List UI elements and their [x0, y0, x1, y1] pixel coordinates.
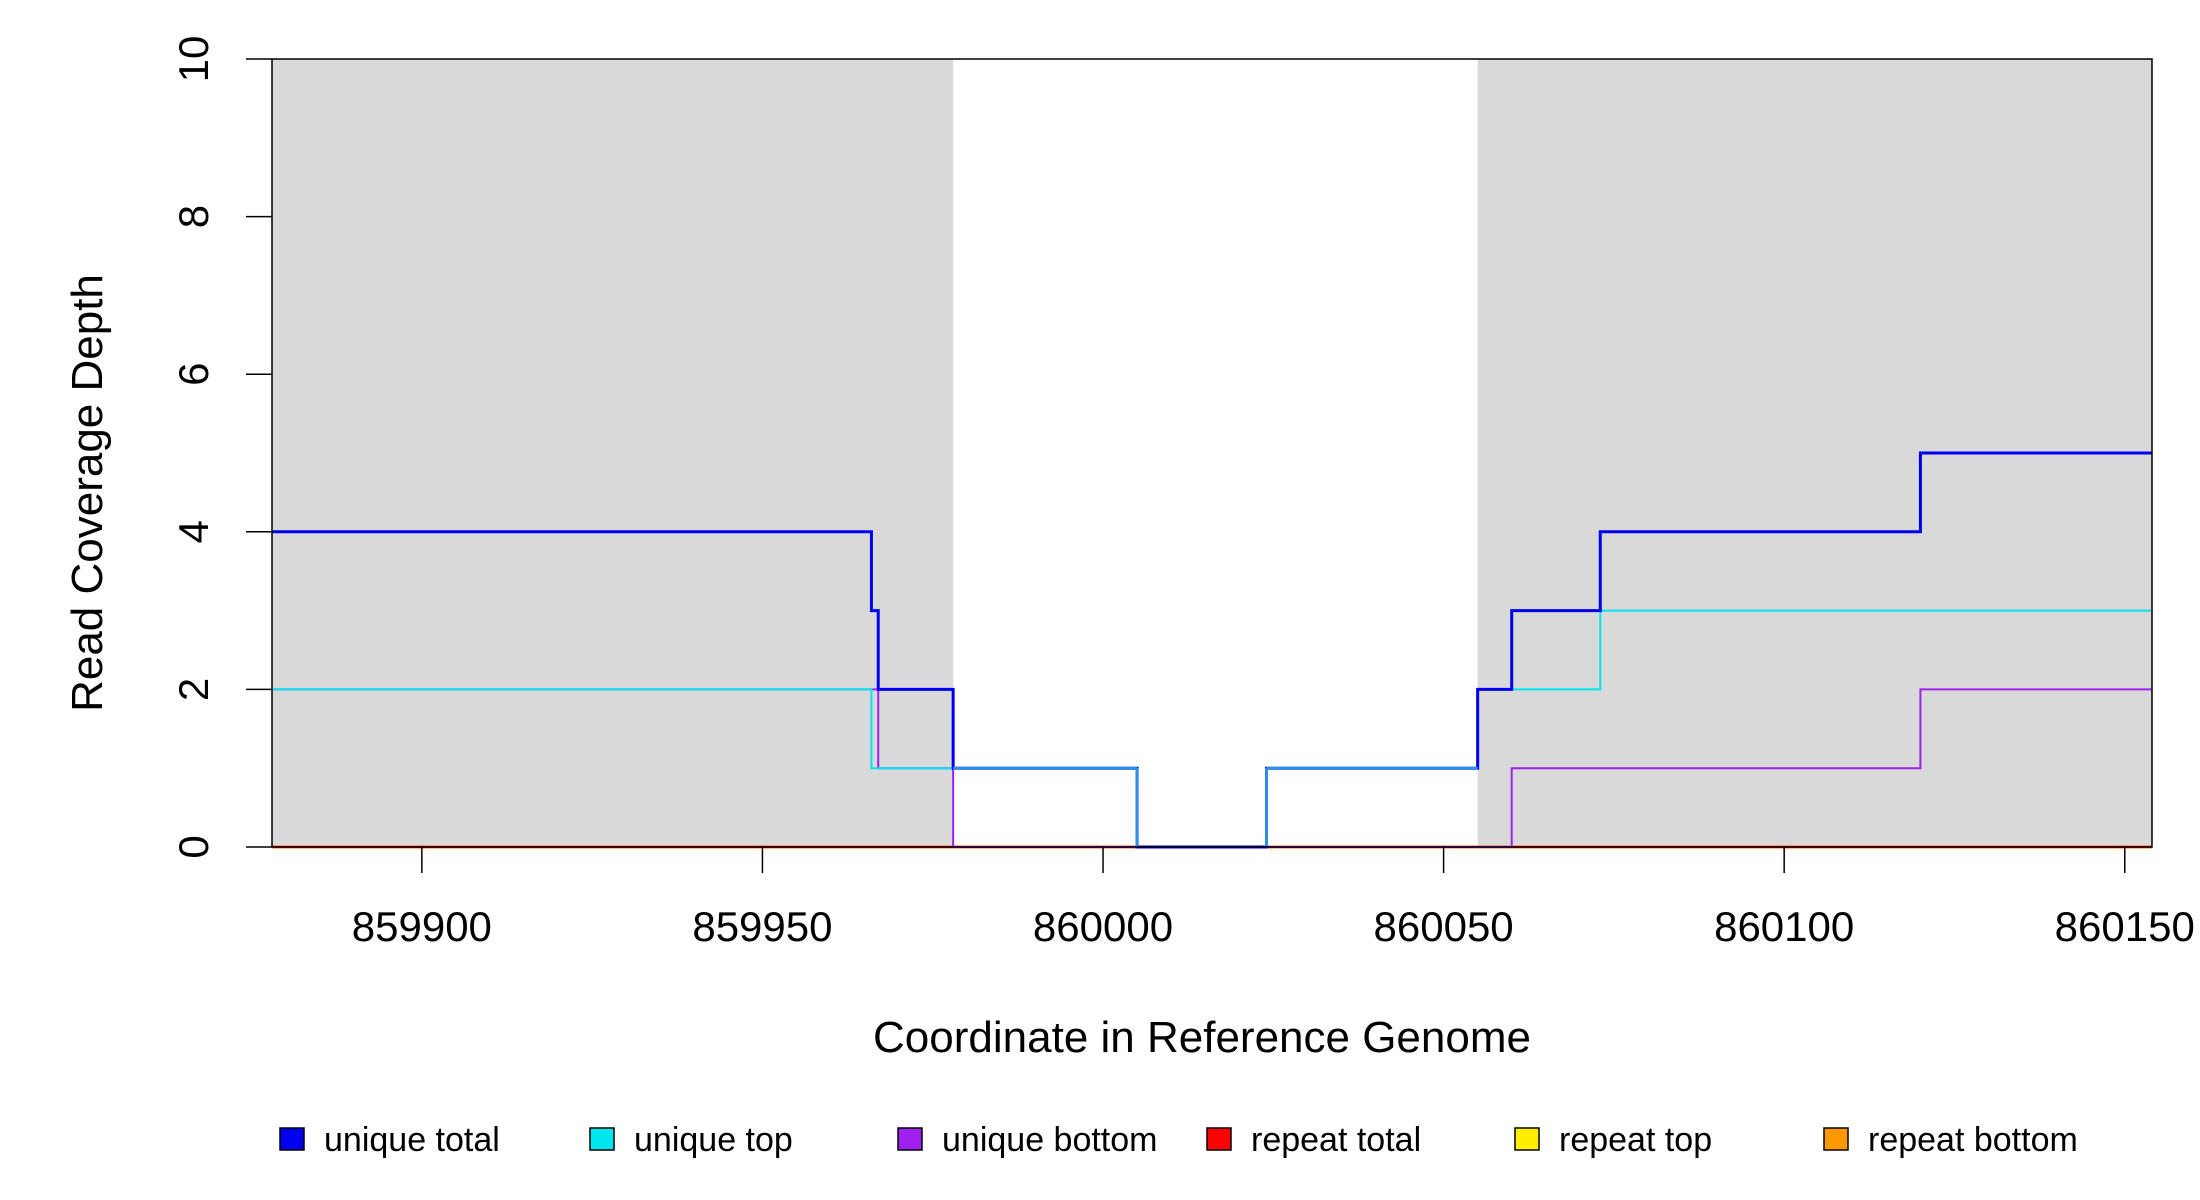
legend: unique total unique top unique bottom repea… — [279, 1121, 2078, 1159]
shaded-regions — [272, 59, 2152, 847]
legend-swatch — [279, 1127, 305, 1151]
legend-swatch — [1206, 1127, 1232, 1151]
legend-item-repeat-bottom: repeat bottom — [1823, 1121, 2078, 1159]
legend-item-unique-bottom: unique bottom — [897, 1121, 1158, 1159]
y-tick-label: 0 — [170, 835, 217, 858]
x-axis-label: Coordinate in Reference Genome — [873, 1013, 1531, 1062]
y-tick-label: 4 — [170, 520, 217, 543]
x-tick-label: 860050 — [1374, 903, 1514, 950]
y-tick-label: 10 — [170, 36, 217, 83]
x-tick-label: 860000 — [1033, 903, 1173, 950]
plot-frame — [271, 58, 2153, 848]
x-tick-label: 859950 — [692, 903, 832, 950]
legend-item-repeat-total: repeat total — [1206, 1121, 1421, 1159]
legend-label: unique bottom — [942, 1121, 1158, 1159]
x-tick-label: 860100 — [1714, 903, 1854, 950]
legend-swatch — [897, 1127, 923, 1151]
legend-label: unique top — [634, 1121, 793, 1159]
legend-label: repeat top — [1559, 1121, 1712, 1159]
x-tick-label: 859900 — [352, 903, 492, 950]
legend-label: repeat total — [1251, 1121, 1421, 1159]
legend-label: repeat bottom — [1868, 1121, 2078, 1159]
y-axis-label: Read Coverage Depth — [63, 274, 112, 712]
y-tick-label: 2 — [170, 678, 217, 701]
legend-swatch — [1823, 1127, 1849, 1151]
legend-label: unique total — [324, 1121, 500, 1159]
legend-item-unique-total: unique total — [279, 1121, 500, 1159]
x-axis: 859900 859950 860000 860050 860100 860150 — [352, 847, 2195, 950]
shaded-region-1 — [272, 59, 954, 847]
x-tick-label: 860150 — [2055, 903, 2195, 950]
legend-swatch — [589, 1127, 615, 1151]
legend-item-unique-top: unique top — [589, 1121, 793, 1159]
legend-swatch — [1514, 1127, 1540, 1151]
y-tick-label: 8 — [170, 205, 217, 228]
legend-item-repeat-top: repeat top — [1514, 1121, 1712, 1159]
y-tick-label: 6 — [170, 363, 217, 386]
y-axis: 0 2 4 6 8 10 — [170, 36, 272, 859]
